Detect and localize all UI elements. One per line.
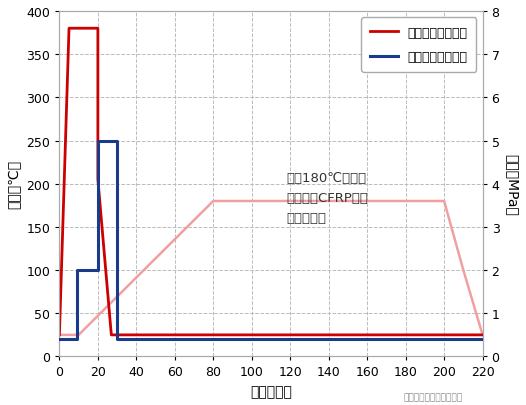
- Y-axis label: 圧力（MPa）: 圧力（MPa）: [505, 153, 519, 215]
- Text: 当社180℃熱硬化
エポキシCFRP成形
温度条件例: 当社180℃熱硬化 エポキシCFRP成形 温度条件例: [286, 171, 368, 224]
- Legend: 熱可塩プレス温度, 熱可塩プレス圧力: 熱可塩プレス温度, 熱可塩プレス圧力: [361, 18, 477, 73]
- Y-axis label: 温度（℃）: 温度（℃）: [7, 160, 21, 209]
- X-axis label: 時間（分）: 時間（分）: [250, 384, 292, 398]
- Text: 碘纤维及其复合材料技术: 碘纤维及其复合材料技术: [404, 392, 463, 401]
